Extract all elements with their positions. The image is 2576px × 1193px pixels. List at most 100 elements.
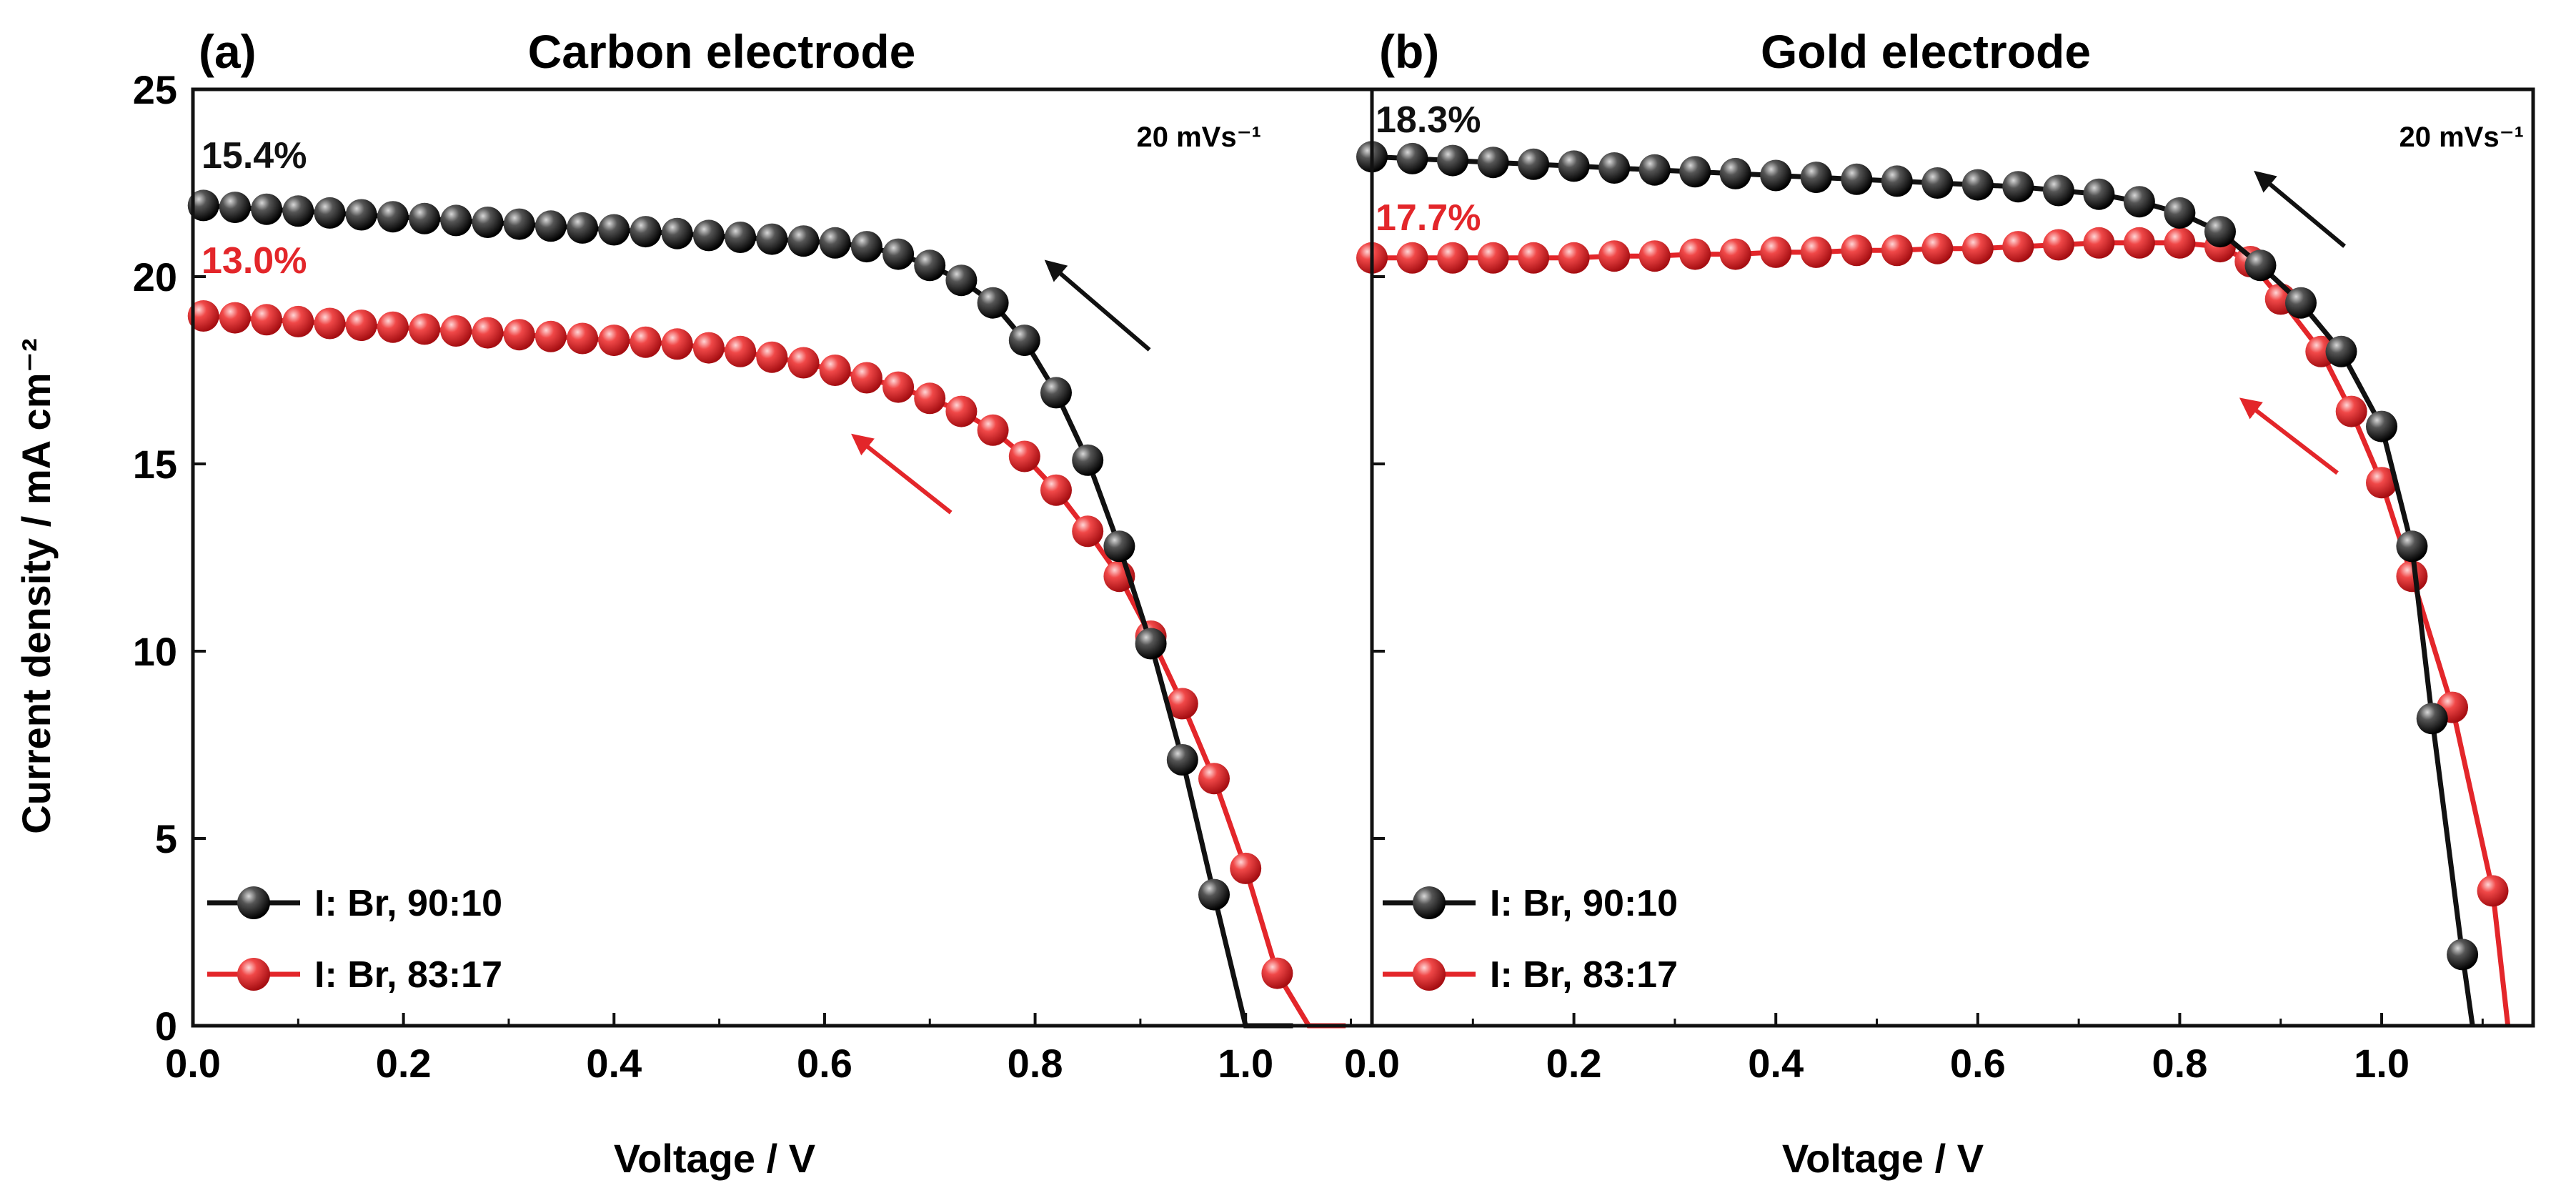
- data-point-red-a: [1261, 957, 1293, 989]
- data-point-red-a: [598, 325, 630, 357]
- data-point-black-b: [1921, 167, 1954, 199]
- data-point-red-a: [1008, 440, 1040, 472]
- data-point-red-a: [251, 304, 283, 336]
- legend-a: I: Br, 90:10 I: Br, 83:17: [207, 883, 502, 996]
- data-point-black-a: [630, 216, 662, 248]
- data-point-black-a: [598, 214, 630, 246]
- panel-label-a: (a): [199, 25, 257, 78]
- data-point-red-b: [1477, 242, 1509, 274]
- data-point-red-a: [503, 319, 535, 351]
- data-point-black-a: [850, 231, 882, 263]
- y-tick-label-a: 15: [133, 442, 177, 487]
- legend-label-red-b: I: Br, 83:17: [1490, 954, 1678, 996]
- data-point-red-a: [787, 347, 820, 379]
- data-point-black-b: [2447, 939, 2479, 971]
- data-point-red-b: [1598, 240, 1631, 272]
- x-tick-label-b: 1.0: [2354, 1041, 2410, 1086]
- data-point-black-b: [1881, 165, 1913, 197]
- data-point-red-a: [534, 320, 567, 352]
- data-point-black-a: [534, 210, 567, 242]
- y-tick-label-a: 20: [133, 254, 177, 300]
- data-point-red-a: [1072, 515, 1104, 548]
- data-point-black-b: [1437, 144, 1468, 177]
- data-point-red-a: [819, 355, 851, 386]
- efficiency-label-red-b: 17.7%: [1376, 197, 1481, 239]
- data-point-red-b: [1800, 236, 1832, 268]
- data-point-black-a: [725, 222, 757, 253]
- data-point-red-b: [2083, 227, 2115, 259]
- data-point-red-a: [1166, 688, 1198, 720]
- data-point-red-b: [1961, 232, 1994, 264]
- legend-label-black-a: I: Br, 90:10: [314, 883, 502, 924]
- data-point-red-b: [2123, 227, 2155, 259]
- data-point-red-b: [2335, 395, 2367, 427]
- data-point-black-b: [2164, 197, 2196, 229]
- data-point-black-b: [1477, 147, 1509, 179]
- x-tick-label-b: 0.6: [1950, 1041, 2006, 1086]
- data-point-red-a: [282, 305, 314, 337]
- legend-label-red-a: I: Br, 83:17: [314, 954, 502, 996]
- data-point-red-b: [2366, 467, 2397, 499]
- data-point-red-a: [409, 313, 441, 345]
- y-axis-title: Current density / mA cm⁻²: [14, 338, 59, 833]
- data-point-red-a: [219, 302, 251, 334]
- data-point-black-b: [1760, 159, 1792, 192]
- data-point-red-a: [1230, 852, 1262, 884]
- x-tick-label-a: 1.0: [1218, 1041, 1273, 1086]
- data-point-red-a: [1198, 763, 1230, 795]
- data-point-black-b: [2325, 335, 2357, 367]
- plot-area-a: 0.0 0.2 0.4 0.6 0.8 1.0 0 5 10 15 20 25: [133, 67, 1353, 1086]
- data-point-black-a: [345, 199, 377, 231]
- x-tick-label-b: 0.8: [2152, 1041, 2208, 1086]
- data-point-red-b: [1921, 232, 1954, 264]
- x-tick-label-a: 0.6: [797, 1041, 852, 1086]
- data-point-red-a: [440, 315, 472, 347]
- panel-label-b: (b): [1379, 25, 1439, 78]
- data-point-red-a: [850, 362, 882, 394]
- data-point-red-a: [661, 328, 693, 360]
- data-point-red-a: [914, 382, 946, 415]
- data-point-black-b: [2416, 703, 2448, 735]
- data-point-black-b: [1841, 163, 1873, 195]
- data-point-black-b: [2204, 216, 2236, 248]
- data-point-red-a: [630, 326, 662, 358]
- x-tick-label-a: 0.2: [376, 1041, 432, 1086]
- scan-direction-arrow-black-b: [2254, 170, 2347, 248]
- data-point-black-a: [1103, 530, 1135, 563]
- data-point-black-a: [692, 219, 725, 252]
- data-point-red-a: [756, 341, 788, 373]
- plot-frame-b: [1370, 87, 2535, 1028]
- legend-marker-black-b: [1413, 886, 1446, 919]
- data-point-black-a: [1135, 628, 1167, 660]
- scan-direction-arrow-black-a: [1044, 259, 1151, 352]
- data-point-black-a: [1166, 744, 1198, 776]
- data-point-black-a: [314, 197, 346, 229]
- legend-marker-red-b: [1413, 958, 1446, 991]
- data-point-red-a: [187, 300, 219, 332]
- data-point-black-a: [1040, 377, 1072, 409]
- data-point-black-a: [440, 204, 472, 237]
- data-point-black-a: [977, 287, 1009, 319]
- data-point-red-a: [1040, 474, 1072, 506]
- x-tick-label-b: 0.4: [1748, 1041, 1804, 1086]
- data-point-black-b: [2396, 530, 2428, 563]
- x-axis-title-a: Voltage / V: [614, 1136, 815, 1181]
- data-point-red-a: [345, 310, 377, 342]
- plot-area-b: 0.0 0.2 0.4 0.6 0.8 1.0: [1344, 88, 2511, 1086]
- data-point-red-a: [692, 332, 725, 364]
- data-point-black-b: [1961, 169, 1994, 201]
- data-point-black-b: [1638, 154, 1671, 186]
- data-point-black-a: [472, 207, 504, 238]
- legend-b: I: Br, 90:10 I: Br, 83:17: [1383, 883, 1678, 996]
- data-point-red-a: [882, 371, 915, 403]
- data-point-red-a: [472, 317, 504, 349]
- y-tick-label-a: 10: [133, 629, 177, 674]
- data-point-red-b: [1679, 238, 1711, 270]
- panel-title-a: Carbon electrode: [528, 25, 916, 78]
- data-point-black-a: [661, 217, 693, 249]
- data-point-black-b: [2042, 174, 2074, 207]
- data-point-black-a: [377, 201, 409, 233]
- panel-carbon-electrode: (a) Carbon electrode 20 mVs⁻¹ 15.4% 13.0…: [199, 25, 1261, 1181]
- scan-direction-arrow-red-b: [2239, 397, 2339, 475]
